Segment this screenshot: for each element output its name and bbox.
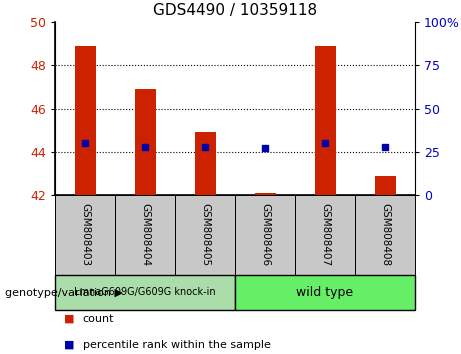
Bar <box>195 132 215 195</box>
Text: ■: ■ <box>64 314 75 324</box>
Text: GSM808405: GSM808405 <box>200 204 210 267</box>
Bar <box>75 46 95 195</box>
Text: GSM808407: GSM808407 <box>320 204 330 267</box>
Bar <box>355 195 415 275</box>
Bar <box>235 195 295 275</box>
Text: GSM808406: GSM808406 <box>260 204 270 267</box>
Text: percentile rank within the sample: percentile rank within the sample <box>83 340 271 350</box>
Text: count: count <box>83 314 114 324</box>
Text: GSM808403: GSM808403 <box>80 204 90 267</box>
Bar <box>55 275 235 310</box>
Text: GSM808404: GSM808404 <box>140 204 150 267</box>
Bar <box>55 195 115 275</box>
Bar <box>135 89 155 195</box>
Text: ■: ■ <box>64 340 75 350</box>
Title: GDS4490 / 10359118: GDS4490 / 10359118 <box>153 3 317 18</box>
Text: GSM808408: GSM808408 <box>380 204 390 267</box>
Bar <box>115 195 175 275</box>
Bar <box>314 46 336 195</box>
Text: genotype/variation ▶: genotype/variation ▶ <box>5 287 123 297</box>
Bar <box>175 195 235 275</box>
Bar <box>235 275 415 310</box>
Bar <box>254 193 276 195</box>
Text: wild type: wild type <box>296 286 354 299</box>
Bar <box>374 176 396 195</box>
Text: LmnaG609G/G609G knock-in: LmnaG609G/G609G knock-in <box>74 287 216 297</box>
Bar <box>295 195 355 275</box>
